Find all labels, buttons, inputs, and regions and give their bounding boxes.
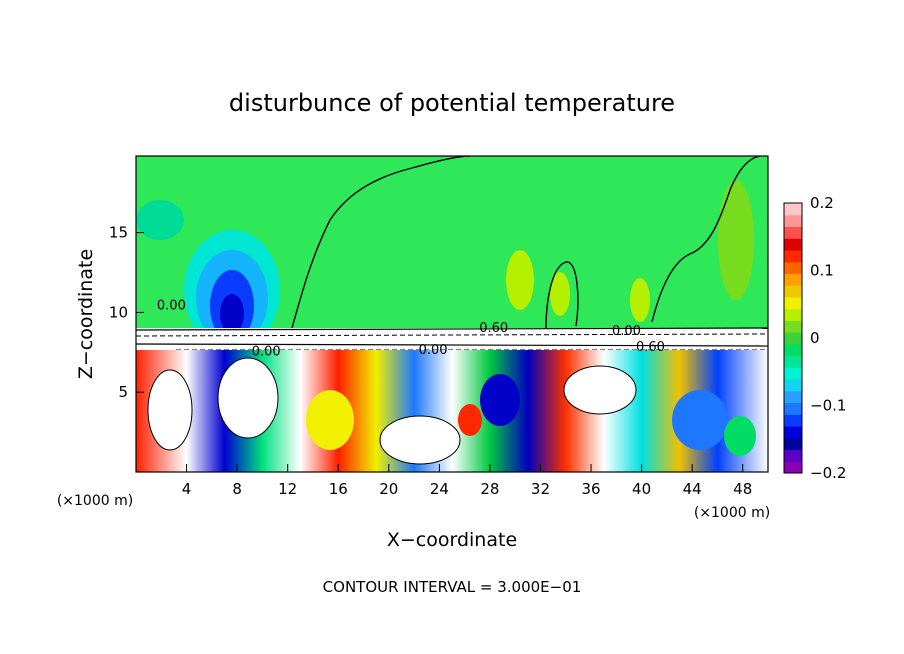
contour-value-label: 0.00 bbox=[419, 343, 448, 358]
colorbar-swatch bbox=[784, 437, 802, 451]
zero-contour-line bbox=[545, 261, 579, 329]
colorbar-swatch bbox=[784, 285, 802, 298]
contour-labels: 0.600.00 0.00 0.600.000.00 bbox=[157, 298, 665, 359]
chart-title: disturbunce of potential temperature bbox=[229, 89, 675, 117]
contour-line bbox=[136, 333, 768, 337]
colorbar-swatch bbox=[784, 461, 802, 474]
x-axis: 4 8 12 16 20 24 28 32 36 40 44 48 bbox=[182, 464, 752, 498]
zero-contour-line bbox=[291, 156, 471, 329]
x-tick-label: 32 bbox=[531, 480, 550, 498]
colorbar-swatch bbox=[784, 426, 802, 439]
turbulent-eddy bbox=[672, 390, 728, 450]
turbulent-eddy bbox=[480, 374, 520, 426]
cold-anomaly-core bbox=[220, 294, 244, 334]
colorbar-swatch bbox=[784, 261, 802, 274]
contour-value-label: 0.60 bbox=[636, 340, 665, 355]
colorbar-tick-label: 0.2 bbox=[810, 194, 834, 212]
x-tick-label: 16 bbox=[329, 480, 348, 498]
cool-patch bbox=[136, 200, 184, 240]
colorbar-frame bbox=[783, 202, 803, 474]
warm-patch bbox=[506, 250, 534, 310]
colorbar-swatch bbox=[784, 249, 802, 263]
y-tick-label: 10 bbox=[109, 303, 128, 321]
colorbar-swatch bbox=[784, 343, 802, 357]
plot-frame bbox=[135, 155, 769, 473]
x-tick-label: 4 bbox=[182, 480, 192, 498]
warm-patch bbox=[550, 272, 570, 316]
colorbar-swatch bbox=[784, 273, 802, 286]
y-axis-label: Z−coordinate bbox=[75, 249, 97, 379]
zero-contour-line bbox=[651, 156, 761, 323]
turbulent-eddy bbox=[724, 416, 756, 456]
colorbar-swatch bbox=[784, 308, 802, 321]
turbulent-eddy bbox=[379, 415, 461, 465]
colorbar-swatch bbox=[784, 449, 802, 462]
colorbar-swatch bbox=[784, 379, 802, 392]
x-tick-label: 40 bbox=[632, 480, 651, 498]
colorbar-swatch bbox=[784, 296, 802, 310]
turbulent-eddy bbox=[147, 369, 193, 451]
inversion-band bbox=[136, 328, 768, 350]
colorbar-swatch bbox=[784, 390, 802, 404]
colorbar-swatch bbox=[784, 238, 802, 251]
contour-value-label: 0.00 bbox=[252, 345, 281, 360]
contour-line bbox=[136, 327, 768, 331]
y-axis: 5 10 15 bbox=[109, 224, 144, 401]
colorbar-swatch bbox=[784, 320, 802, 333]
x-tick-label: 8 bbox=[232, 480, 242, 498]
colorbar-swatch bbox=[784, 203, 802, 216]
x-tick-label: 20 bbox=[379, 480, 398, 498]
x-unit-label-right: (×1000 m) bbox=[694, 505, 770, 521]
contour-interval-text: CONTOUR INTERVAL = 3.000E−01 bbox=[323, 578, 582, 596]
turbulent-eddy bbox=[217, 357, 279, 439]
colorbar-swatch bbox=[784, 226, 802, 239]
warm-patch bbox=[718, 180, 754, 300]
x-unit-label-left: (×1000 m) bbox=[57, 493, 133, 509]
x-axis-label: X−coordinate bbox=[387, 529, 517, 551]
colorbar-swatch bbox=[784, 355, 802, 368]
colorbar-tick-label: −0.2 bbox=[810, 464, 846, 482]
colorbar-swatch bbox=[784, 332, 802, 345]
warm-patch bbox=[630, 278, 650, 322]
y-tick-label: 5 bbox=[118, 383, 128, 401]
turbulent-eddy bbox=[458, 404, 482, 436]
colorbar-swatch bbox=[784, 414, 802, 427]
plot-area bbox=[136, 156, 768, 472]
x-tick-label: 48 bbox=[733, 480, 752, 498]
turbulent-eddy bbox=[563, 365, 637, 415]
x-tick-label: 44 bbox=[683, 480, 702, 498]
colorbar-swatch bbox=[784, 367, 802, 380]
x-tick-label: 28 bbox=[480, 480, 499, 498]
contour-value-label: 0.00 bbox=[157, 298, 186, 313]
colorbar-swatch bbox=[784, 214, 802, 227]
contour-value-label: 0.60 bbox=[479, 321, 508, 336]
turbulent-eddy bbox=[306, 390, 354, 450]
colorbar-tick-label: 0 bbox=[810, 329, 820, 347]
y-tick-label: 15 bbox=[109, 224, 128, 242]
colorbar-swatch bbox=[784, 402, 802, 415]
contour-value-label: 0.00 bbox=[612, 324, 641, 339]
x-tick-label: 12 bbox=[278, 480, 297, 498]
colorbar: 0.2 0.1 0 −0.1 −0.2 bbox=[783, 194, 846, 482]
x-tick-label: 24 bbox=[430, 480, 449, 498]
colorbar-tick-label: −0.1 bbox=[810, 397, 846, 415]
x-tick-label: 36 bbox=[581, 480, 600, 498]
colorbar-tick-label: 0.1 bbox=[810, 262, 834, 280]
contour-line bbox=[136, 343, 768, 347]
